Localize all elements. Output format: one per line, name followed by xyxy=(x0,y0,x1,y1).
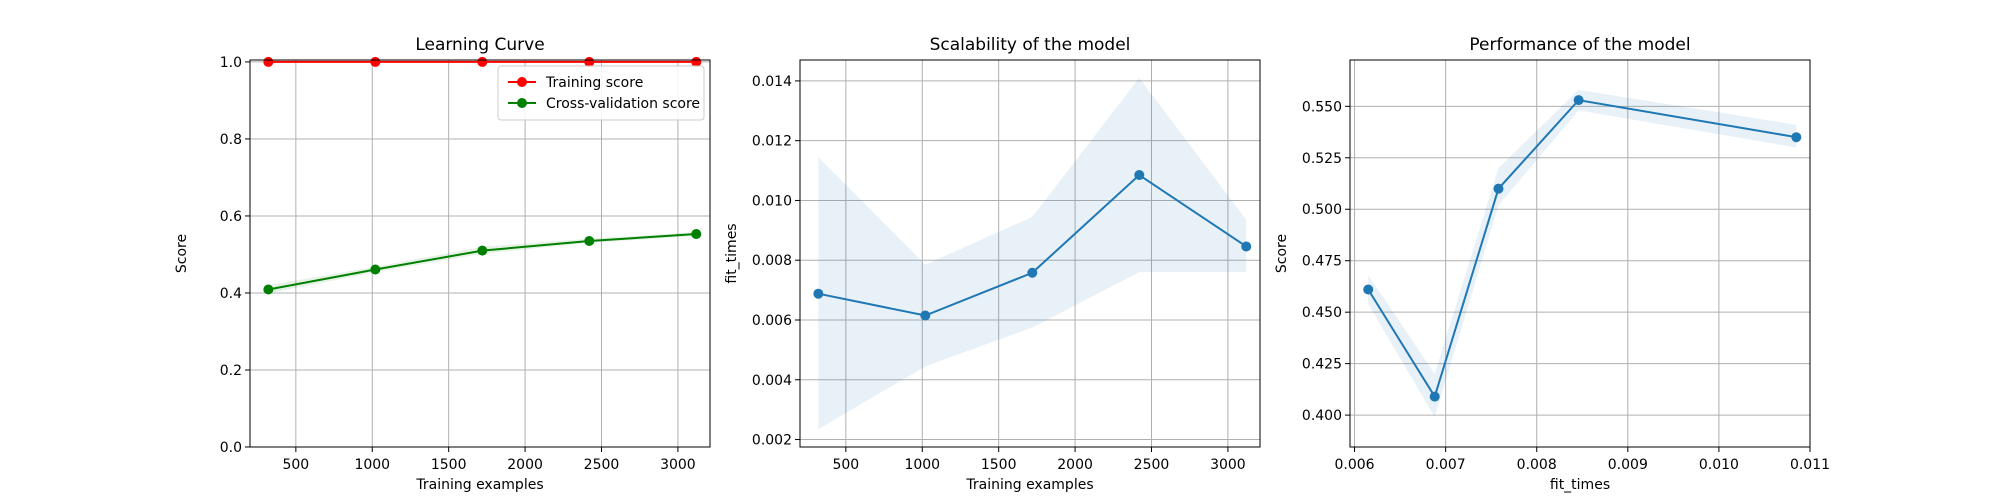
x-tick-label: 0.011 xyxy=(1790,457,1830,473)
y-tick-label: 0.450 xyxy=(1302,305,1342,321)
data-point xyxy=(370,56,381,67)
x-tick-label: 2500 xyxy=(1134,457,1170,473)
data-point xyxy=(691,229,702,240)
x-axis-label: Training examples xyxy=(965,477,1093,493)
data-point xyxy=(370,264,381,275)
y-tick-label: 0.012 xyxy=(752,134,792,150)
x-tick-label: 0.006 xyxy=(1335,457,1375,473)
chart-title: Scalability of the model xyxy=(930,35,1131,55)
data-point xyxy=(1791,132,1802,143)
data-point xyxy=(477,56,488,67)
chart-title: Performance of the model xyxy=(1469,35,1690,55)
x-axis-label: fit_times xyxy=(1550,477,1610,493)
y-tick-label: 0.525 xyxy=(1302,151,1342,167)
y-tick-label: 0.6 xyxy=(220,209,242,225)
data-point xyxy=(920,310,931,321)
data-point xyxy=(1493,183,1504,194)
x-tick-label: 1500 xyxy=(431,457,467,473)
x-tick-label: 0.007 xyxy=(1426,457,1466,473)
data-point xyxy=(263,284,274,295)
legend: Training score Cross-validation score xyxy=(497,65,705,121)
y-axis-label: Score xyxy=(174,234,190,273)
y-tick-label: 0.002 xyxy=(752,433,792,449)
data-point xyxy=(1241,241,1252,252)
data-point xyxy=(813,288,824,299)
data-point xyxy=(1429,391,1440,402)
x-tick-label: 0.008 xyxy=(1517,457,1557,473)
y-tick-label: 0.4 xyxy=(220,286,242,302)
axes-frame xyxy=(1349,59,1811,448)
x-tick-label: 3000 xyxy=(660,457,696,473)
y-tick-label: 0.010 xyxy=(752,193,792,209)
x-tick-label: 2000 xyxy=(1057,457,1093,473)
y-tick-label: 0.8 xyxy=(220,132,242,148)
data-point xyxy=(691,56,702,67)
y-tick-label: 0.006 xyxy=(752,313,792,329)
legend-marker xyxy=(517,98,527,108)
confidence-band-2 xyxy=(268,232,697,294)
data-point xyxy=(263,56,274,67)
legend-marker xyxy=(517,77,527,87)
legend-label: Training score xyxy=(545,75,643,91)
x-tick-label: 1500 xyxy=(981,457,1017,473)
chart-3: 0.006 0.007 0.008 0.009 0.010 0.011 0.400 0.425… xyxy=(1274,35,1830,493)
data-point xyxy=(584,56,595,67)
y-axis-label: fit_times xyxy=(724,223,740,283)
y-tick-label: 0.500 xyxy=(1302,202,1342,218)
x-tick-label: 3000 xyxy=(1210,457,1246,473)
y-tick-label: 0.014 xyxy=(752,74,792,90)
y-tick-label: 0.0 xyxy=(220,440,242,456)
data-point xyxy=(1363,284,1374,295)
x-tick-label: 1000 xyxy=(904,457,940,473)
x-tick-label: 500 xyxy=(832,457,859,473)
x-tick-label: 2500 xyxy=(584,457,620,473)
y-tick-label: 0.004 xyxy=(752,373,792,389)
x-tick-label: 0.010 xyxy=(1699,457,1739,473)
confidence-band-1 xyxy=(1368,89,1797,418)
x-tick-label: 2000 xyxy=(507,457,543,473)
x-axis-label: Training examples xyxy=(415,477,543,493)
data-point xyxy=(584,235,595,246)
data-point xyxy=(1573,95,1584,106)
x-tick-label: 1000 xyxy=(354,457,390,473)
data-point xyxy=(477,245,488,256)
chart-2: 500 1000 1500 2000 2500 3000 0.002 0.004 0.006 0.… xyxy=(724,35,1261,493)
chart-1: 500 1000 1500 2000 2500 3000 0.0 0.2 0.4 0.6 0.8 1.… xyxy=(174,35,711,493)
x-tick-label: 0.009 xyxy=(1608,457,1648,473)
y-tick-label: 0.550 xyxy=(1302,99,1342,115)
data-point xyxy=(1027,267,1038,278)
y-tick-label: 0.008 xyxy=(752,253,792,269)
y-tick-label: 0.2 xyxy=(220,363,242,379)
axes-frame xyxy=(799,59,1261,448)
y-axis-label: Score xyxy=(1274,234,1290,273)
x-tick-label: 500 xyxy=(282,457,309,473)
legend-box xyxy=(497,65,705,121)
confidence-band-1 xyxy=(818,77,1247,430)
data-point xyxy=(1134,170,1145,181)
chart-title: Learning Curve xyxy=(415,35,544,55)
y-tick-label: 0.425 xyxy=(1302,357,1342,373)
y-tick-label: 0.400 xyxy=(1302,408,1342,424)
legend-label: Cross-validation score xyxy=(546,96,700,112)
y-tick-label: 0.475 xyxy=(1302,254,1342,270)
axes-frame xyxy=(249,59,711,448)
y-tick-label: 1.0 xyxy=(220,55,242,71)
